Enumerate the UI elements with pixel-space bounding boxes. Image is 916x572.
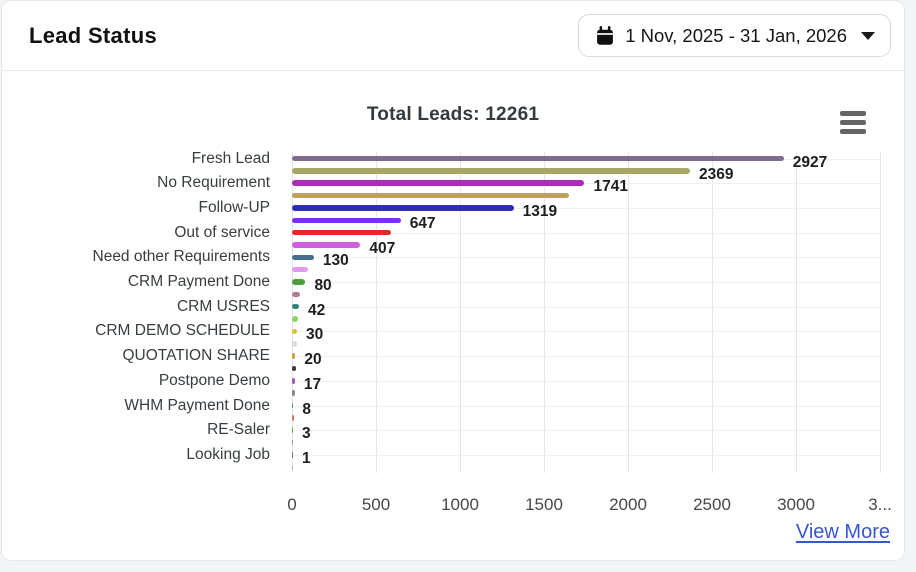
plot-area: 2927 2369 1741 1319 647 407 130 80 42 30 20 17 8 3 1 xyxy=(292,152,881,473)
gridline-vertical xyxy=(628,152,629,473)
bar xyxy=(292,464,293,470)
gridline-vertical xyxy=(712,152,713,473)
x-axis-label: 2500 xyxy=(693,495,731,514)
value-label: 130 xyxy=(322,252,349,270)
bar xyxy=(292,229,392,236)
value-label: 30 xyxy=(306,326,324,344)
gridline-vertical xyxy=(292,152,293,473)
y-axis-label: Looking Job xyxy=(186,445,270,463)
chart-menu-button[interactable] xyxy=(838,109,868,136)
caret-down-icon xyxy=(861,31,875,40)
bar xyxy=(292,155,784,162)
y-axis-label: QUOTATION SHARE xyxy=(122,347,270,365)
chart-title: Total Leads: 12261 xyxy=(366,104,540,125)
y-axis-label: CRM Payment Done xyxy=(127,273,270,290)
value-label: 20 xyxy=(304,351,322,369)
bar xyxy=(292,254,314,261)
bar xyxy=(292,415,295,421)
bar xyxy=(292,291,301,298)
view-more-link[interactable]: View More xyxy=(795,521,890,543)
gridline-vertical xyxy=(796,152,797,473)
gridline-horizontal xyxy=(292,232,880,234)
gridline-vertical xyxy=(460,152,461,473)
y-axis-label: Out of service xyxy=(174,223,270,241)
value-label: 42 xyxy=(308,301,326,319)
bar xyxy=(292,217,401,223)
bar xyxy=(292,303,300,310)
bar xyxy=(292,328,298,335)
chart-area: Total Leads: 12261 Fresh Lead No Requirem… xyxy=(2,71,904,560)
gridline-vertical xyxy=(376,152,377,473)
value-label: 17 xyxy=(303,375,322,393)
bar xyxy=(292,452,293,458)
value-label: 2927 xyxy=(792,153,828,171)
x-axis-label: 500 xyxy=(361,495,391,514)
value-label: 8 xyxy=(302,400,311,418)
bar xyxy=(292,180,585,186)
hamburger-menu-icon xyxy=(840,111,866,116)
x-axis-label: 3... xyxy=(868,495,892,514)
lead-status-card: Lead Status 1 Nov, 2025 - 31 Jan, 2026 T… xyxy=(1,0,905,561)
y-axis-label: CRM DEMO SCHEDULE xyxy=(95,322,270,340)
y-axis-label: Follow-UP xyxy=(198,198,270,216)
value-label: 647 xyxy=(409,215,436,233)
value-label: 1319 xyxy=(522,202,558,220)
gridline-horizontal xyxy=(292,430,880,432)
value-label: 80 xyxy=(314,277,332,294)
bar xyxy=(292,365,297,372)
date-range-button[interactable]: 1 Nov, 2025 - 31 Jan, 2026 xyxy=(578,14,891,57)
value-label: 3 xyxy=(302,425,311,443)
y-axis-label: No Requirement xyxy=(157,174,270,192)
bar xyxy=(292,316,299,322)
gridline-horizontal xyxy=(292,380,880,382)
bar xyxy=(292,378,295,384)
gridline-horizontal xyxy=(292,405,880,407)
gridline-horizontal xyxy=(292,454,880,456)
gridline-horizontal xyxy=(292,306,880,308)
bar xyxy=(292,341,298,347)
page-title: Lead Status xyxy=(29,22,157,48)
x-axis-label: 2000 xyxy=(609,495,647,514)
bar xyxy=(292,402,294,409)
bar xyxy=(292,168,690,174)
y-axis-label: WHM Payment Done xyxy=(124,396,270,414)
bar xyxy=(292,439,293,446)
y-axis-label: RE-Saler xyxy=(207,421,270,439)
value-label: 1 xyxy=(302,449,311,467)
gridline-horizontal xyxy=(292,183,880,185)
bar xyxy=(292,427,293,433)
gridline-horizontal xyxy=(292,356,880,358)
x-axis-label: 1500 xyxy=(525,495,563,514)
bar xyxy=(292,192,570,199)
bar xyxy=(292,390,296,396)
y-axis-label: Fresh Lead xyxy=(191,149,270,167)
x-axis-label: 1000 xyxy=(441,495,479,514)
gridline-horizontal xyxy=(292,207,880,209)
value-label: 407 xyxy=(369,239,396,257)
gridline-vertical xyxy=(544,152,545,473)
bar xyxy=(292,279,306,285)
date-range-label: 1 Nov, 2025 - 31 Jan, 2026 xyxy=(625,24,847,46)
y-axis-label: Need other Requirements xyxy=(92,248,271,266)
gridline-vertical xyxy=(880,152,881,473)
y-axis-label: Postpone Demo xyxy=(158,371,270,389)
card-header: Lead Status 1 Nov, 2025 - 31 Jan, 2026 xyxy=(2,1,904,71)
bar xyxy=(292,242,361,248)
gridline-horizontal xyxy=(292,331,880,333)
bar xyxy=(292,205,514,211)
x-axis-label: 3000 xyxy=(777,495,815,514)
value-label: 2369 xyxy=(698,165,734,183)
value-label: 1741 xyxy=(593,178,628,196)
y-axis-label: CRM USRES xyxy=(176,297,270,315)
gridline-horizontal xyxy=(292,257,880,259)
x-axis-label: 0 xyxy=(287,495,297,514)
bar xyxy=(292,353,296,359)
gridline-horizontal xyxy=(292,282,880,283)
bar xyxy=(292,266,308,273)
calendar-icon xyxy=(595,25,615,46)
